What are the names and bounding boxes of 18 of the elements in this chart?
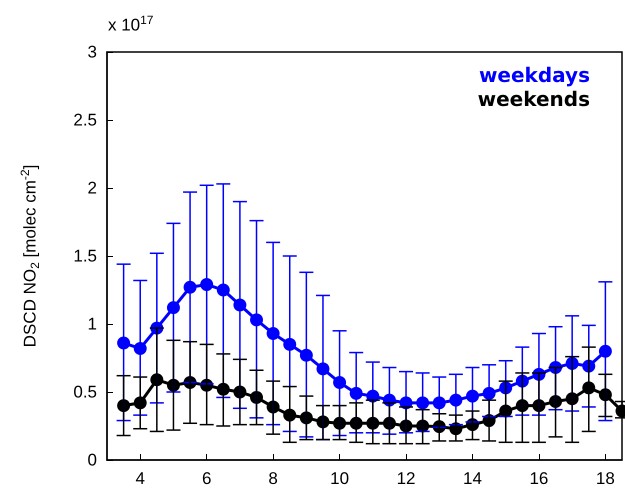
x-tick-label: 12 xyxy=(396,469,416,488)
x-tick-label: 16 xyxy=(529,469,548,488)
y-tick-label: 0 xyxy=(88,450,97,470)
y-axis-title: DSCD NO2 [molec cm-2] xyxy=(18,164,42,348)
y-tick-label: 1.5 xyxy=(73,246,97,266)
x-tick-label: 18 xyxy=(596,469,615,488)
x-tick-label: 14 xyxy=(463,469,482,488)
y-tick-label: 0.5 xyxy=(73,382,97,402)
x-tick-label: 8 xyxy=(268,469,278,488)
y-tick-label: 1 xyxy=(88,314,97,334)
y-tick-label: 2 xyxy=(88,178,97,198)
x-tick-label: 6 xyxy=(202,469,212,488)
x-tick-label: 4 xyxy=(135,469,145,488)
text: weekends xyxy=(478,87,590,111)
x-tick-label: 10 xyxy=(330,469,350,488)
y-tick-label: 2.5 xyxy=(73,110,97,130)
text: weekdays xyxy=(478,63,590,87)
y-tick-label: 3 xyxy=(88,42,97,62)
